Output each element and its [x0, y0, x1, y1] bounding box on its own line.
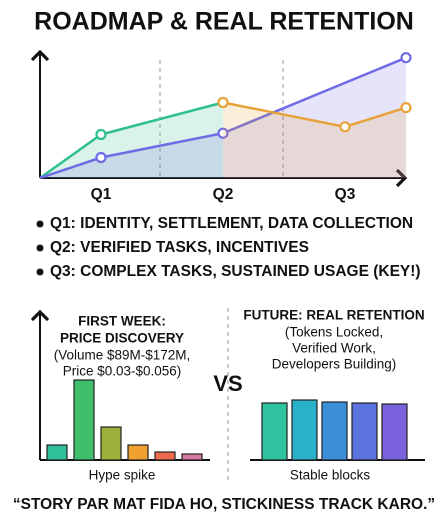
panel-subtitle: Developers Building) [272, 357, 397, 372]
caption: Hype spike [89, 468, 156, 483]
bar [261, 402, 288, 461]
point [400, 52, 412, 64]
bullet-text: Q2: VERIFIED TASKS, INCENTIVES [50, 239, 309, 256]
point [95, 128, 107, 141]
line [39, 56, 407, 180]
bar [100, 426, 122, 461]
caption: Stable blocks [290, 468, 371, 483]
point [400, 101, 412, 114]
point [217, 127, 229, 139]
panel-subtitle: Verified Work, [292, 341, 376, 356]
bar [46, 444, 68, 461]
bar [127, 444, 149, 461]
bar [181, 453, 203, 461]
bar [351, 402, 378, 461]
panel-subtitle: (Tokens Locked, [285, 325, 383, 340]
area [40, 102, 223, 178]
x-tick-label: Q2 [213, 186, 234, 203]
point [339, 121, 351, 133]
footer: “STORY PAR MAT FIDA HO, STICKINESS TRACK… [13, 496, 435, 513]
panel-title: FUTURE: REAL RETENTION [243, 308, 424, 323]
panel-title: PRICE DISCOVERY [60, 331, 184, 346]
area [40, 57, 406, 178]
bar [154, 451, 176, 461]
x-tick-label: Q1 [91, 186, 112, 203]
bullet-dot [36, 268, 44, 276]
bar [321, 401, 348, 461]
bullet-text: Q3: COMPLEX TASKS, SUSTAINED USAGE (KEY!… [50, 263, 421, 280]
title: ROADMAP & REAL RETENTION [34, 8, 414, 36]
point [95, 151, 107, 164]
area [223, 102, 406, 178]
bar [291, 399, 318, 461]
x-tick-label: Q3 [335, 186, 356, 203]
point [217, 96, 229, 109]
bar [381, 403, 408, 461]
bar [73, 379, 95, 461]
vs-label: VS [213, 371, 242, 396]
bullet-dot [36, 244, 44, 252]
bullet-dot [36, 220, 44, 228]
panel-subtitle: Price $0.03-$0.056) [63, 364, 182, 379]
bullet-text: Q1: IDENTITY, SETTLEMENT, DATA COLLECTIO… [50, 215, 413, 232]
panel-subtitle: (Volume $89M-$172M, [54, 348, 191, 363]
panel-title: FIRST WEEK: [78, 314, 166, 329]
